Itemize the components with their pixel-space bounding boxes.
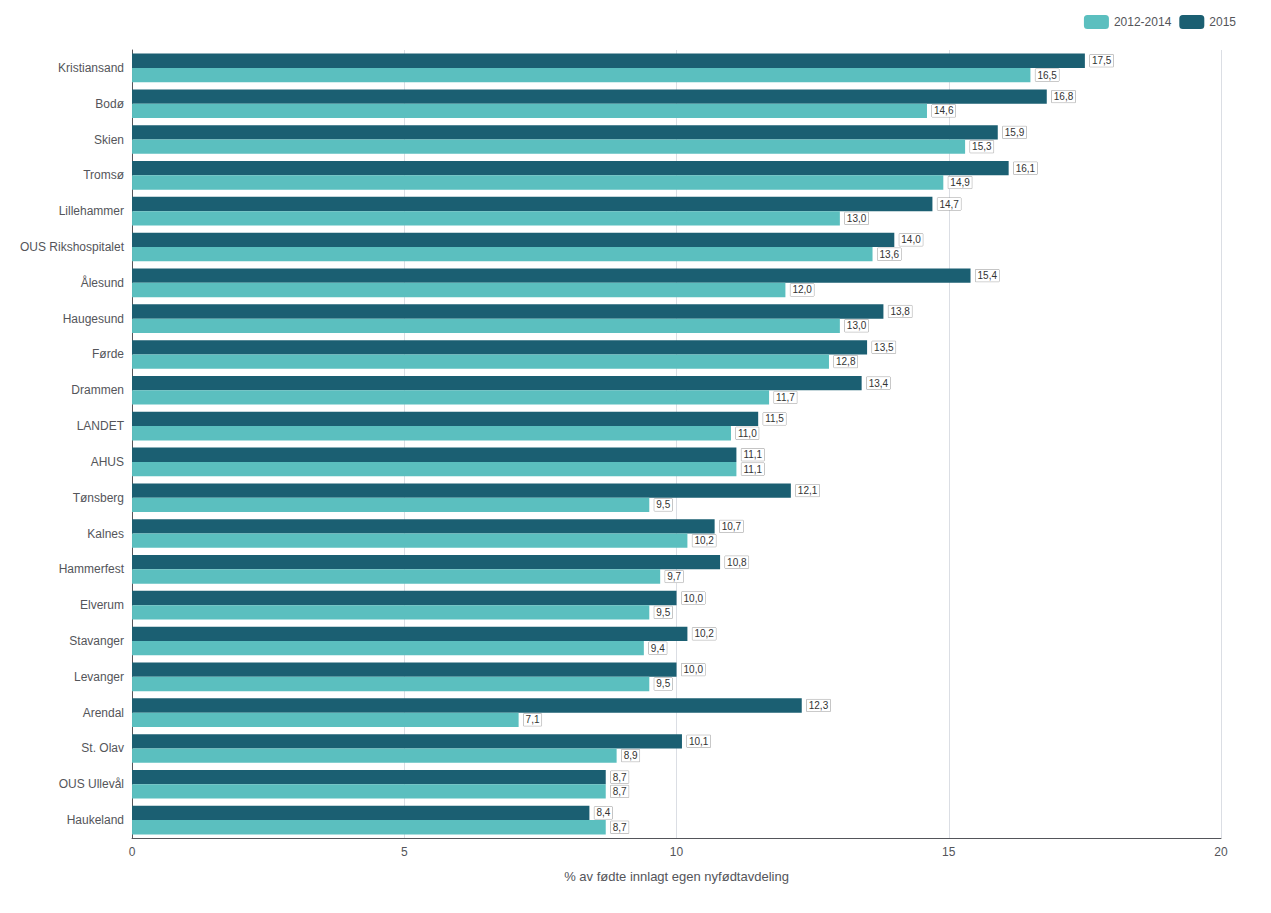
svg-text:2012-2014: 2012-2014 [1114,15,1172,29]
svg-text:14,6: 14,6 [934,105,954,116]
svg-text:7,1: 7,1 [526,714,540,725]
svg-text:15: 15 [942,845,956,859]
svg-text:Stavanger: Stavanger [69,634,124,648]
svg-text:Skien: Skien [94,133,124,147]
svg-text:10: 10 [670,845,684,859]
svg-text:0: 0 [129,845,136,859]
svg-text:5: 5 [401,845,408,859]
svg-text:Haugesund: Haugesund [63,312,124,326]
svg-text:9,4: 9,4 [651,643,665,654]
svg-text:Bodø: Bodø [95,97,124,111]
svg-text:10,1: 10,1 [689,736,709,747]
svg-text:Elverum: Elverum [80,598,124,612]
svg-text:10,0: 10,0 [684,593,704,604]
svg-text:15,4: 15,4 [978,270,998,281]
svg-text:14,0: 14,0 [901,234,921,245]
svg-text:14,9: 14,9 [950,177,970,188]
svg-text:8,7: 8,7 [613,786,627,797]
svg-text:13,0: 13,0 [847,320,867,331]
svg-text:13,6: 13,6 [880,249,900,260]
svg-text:10,7: 10,7 [722,521,742,532]
svg-text:Haukeland: Haukeland [67,813,124,827]
svg-text:Arendal: Arendal [83,706,124,720]
svg-text:10,8: 10,8 [727,557,747,568]
svg-text:OUS Rikshospitalet: OUS Rikshospitalet [20,240,125,254]
svg-text:17,5: 17,5 [1092,55,1112,66]
svg-text:11,5: 11,5 [765,413,784,424]
svg-text:9,7: 9,7 [667,571,681,582]
svg-text:12,0: 12,0 [792,284,812,295]
svg-text:Tromsø: Tromsø [83,168,125,182]
svg-text:11,0: 11,0 [738,428,757,439]
svg-text:13,5: 13,5 [874,342,894,353]
svg-text:2015: 2015 [1209,15,1236,29]
svg-text:Førde: Førde [92,347,124,361]
svg-text:15,3: 15,3 [972,141,992,152]
svg-text:Kalnes: Kalnes [87,527,124,541]
svg-text:AHUS: AHUS [91,455,124,469]
svg-text:13,8: 13,8 [890,306,910,317]
svg-text:9,5: 9,5 [656,678,670,689]
svg-text:Drammen: Drammen [71,383,124,397]
svg-text:20: 20 [1214,845,1228,859]
svg-text:12,3: 12,3 [809,700,829,711]
svg-text:14,7: 14,7 [939,199,959,210]
svg-text:16,5: 16,5 [1037,70,1057,81]
svg-text:15,9: 15,9 [1005,127,1025,138]
svg-text:Lillehammer: Lillehammer [59,204,124,218]
svg-text:10,2: 10,2 [694,628,714,639]
svg-text:12,8: 12,8 [836,356,856,367]
svg-text:8,7: 8,7 [613,772,627,783]
svg-text:11,7: 11,7 [776,392,795,403]
svg-text:St. Olav: St. Olav [81,741,124,755]
svg-text:9,5: 9,5 [656,499,670,510]
svg-text:10,2: 10,2 [694,535,714,546]
svg-text:Levanger: Levanger [74,670,124,684]
svg-text:Tønsberg: Tønsberg [73,491,124,505]
svg-text:16,1: 16,1 [1016,163,1036,174]
svg-text:16,8: 16,8 [1054,91,1074,102]
svg-text:% av fødte innlagt egen nyfødt: % av fødte innlagt egen nyfødtavdeling [564,869,789,884]
svg-text:8,4: 8,4 [596,807,610,818]
svg-text:11,1: 11,1 [743,464,762,475]
svg-text:13,0: 13,0 [847,213,867,224]
svg-text:12,1: 12,1 [798,485,818,496]
svg-text:9,5: 9,5 [656,607,670,618]
svg-text:Ålesund: Ålesund [81,275,124,290]
svg-text:Kristiansand: Kristiansand [58,61,124,75]
svg-text:8,7: 8,7 [613,822,627,833]
svg-text:LANDET: LANDET [77,419,125,433]
svg-text:8,9: 8,9 [624,750,638,761]
svg-text:10,0: 10,0 [684,664,704,675]
svg-text:OUS Ullevål: OUS Ullevål [59,777,124,791]
svg-text:11,1: 11,1 [743,449,762,460]
svg-text:Hammerfest: Hammerfest [59,562,125,576]
svg-text:13,4: 13,4 [869,378,889,389]
